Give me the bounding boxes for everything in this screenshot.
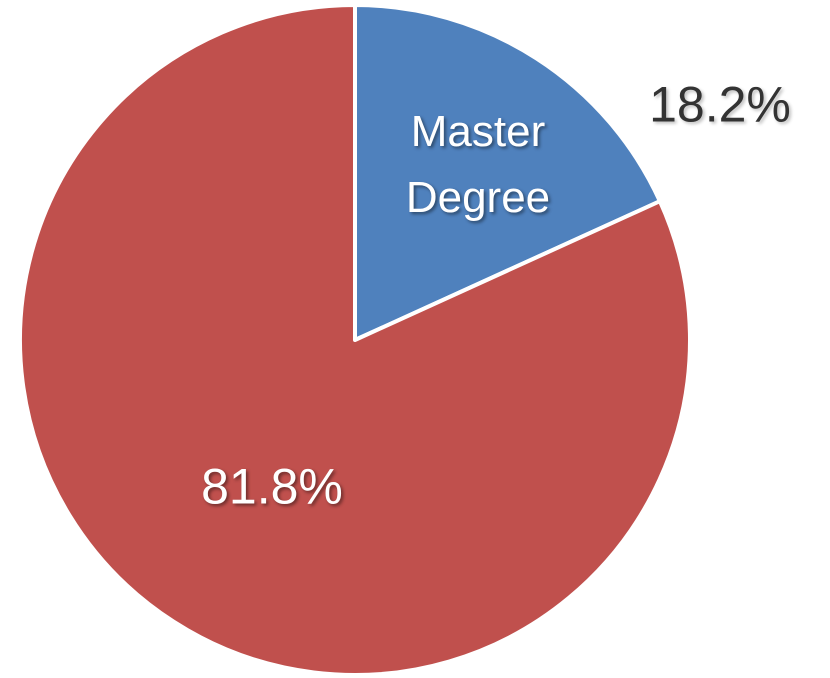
slice-name: Master Degree <box>405 107 551 222</box>
value-label: 81.8% <box>201 458 343 515</box>
pie-slice <box>18 3 692 677</box>
value-label: 18.2% <box>649 76 791 133</box>
pie-slice <box>353 3 662 342</box>
